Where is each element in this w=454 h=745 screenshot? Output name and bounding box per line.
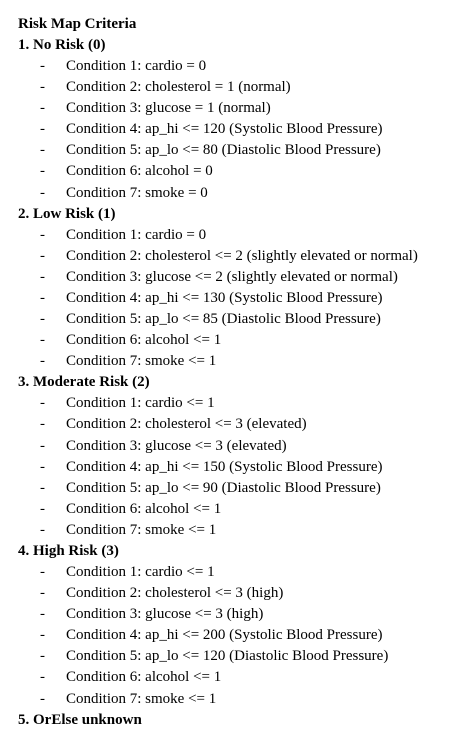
condition-text: Condition 6: alcohol <= 1 xyxy=(66,332,222,349)
bullet-dash: - xyxy=(40,648,45,665)
risk-level-heading: 2. Low Risk (1) xyxy=(18,205,116,222)
page-title: Risk Map Criteria xyxy=(18,16,137,32)
condition-text: Condition 1: cardio <= 1 xyxy=(66,395,215,412)
condition-item: - Condition 1: cardio = 0 xyxy=(18,225,448,246)
bullet-dash: - xyxy=(40,416,45,433)
bullet-dash: - xyxy=(40,690,45,707)
condition-item: - Condition 4: ap_hi <= 200 (Systolic Blo… xyxy=(18,625,448,646)
condition-text: Condition 1: cardio <= 1 xyxy=(66,563,215,580)
condition-text: Condition 7: smoke <= 1 xyxy=(66,690,217,707)
bullet-dash: - xyxy=(40,163,45,180)
condition-text: Condition 5: ap_lo <= 85 (Diastolic Bloo… xyxy=(66,311,381,328)
bullet-dash: - xyxy=(40,142,45,159)
bullet-dash: - xyxy=(40,627,45,644)
condition-item: - Condition 5: ap_lo <= 80 (Diastolic Blo… xyxy=(18,140,448,161)
condition-item: - Condition 7: smoke = 0 xyxy=(18,183,448,204)
condition-text: Condition 2: cholesterol <= 3 (elevated) xyxy=(66,416,307,433)
bullet-dash: - xyxy=(40,669,45,686)
bullet-dash: - xyxy=(40,289,45,306)
bullet-dash: - xyxy=(40,79,45,96)
condition-text: Condition 4: ap_hi <= 200 (Systolic Bloo… xyxy=(66,627,383,644)
condition-item: - Condition 5: ap_lo <= 85 (Diastolic Blo… xyxy=(18,309,448,330)
condition-item: - Condition 4: ap_hi <= 150 (Systolic Blo… xyxy=(18,457,448,478)
condition-item: - Condition 5: ap_lo <= 120 (Diastolic Bl… xyxy=(18,646,448,667)
condition-item: - Condition 2: cholesterol <= 2 (slightly… xyxy=(18,246,448,267)
condition-list: - Condition 1: cardio = 0 - Condition 2: c… xyxy=(18,225,448,373)
bullet-dash: - xyxy=(40,479,45,496)
condition-text: Condition 2: cholesterol = 1 (normal) xyxy=(66,79,291,96)
condition-list: - Condition 1: cardio = 0 - Condition 2: c… xyxy=(18,56,448,204)
risk-level-high-risk: 4. High Risk (3) - Condition 1: cardio <=… xyxy=(18,541,448,710)
condition-list: - Condition 1: cardio <= 1 - Condition 2: … xyxy=(18,562,448,710)
condition-item: - Condition 3: glucose <= 2 (slightly ele… xyxy=(18,267,448,288)
bullet-dash: - xyxy=(40,500,45,517)
condition-text: Condition 1: cardio = 0 xyxy=(66,58,207,74)
condition-text: Condition 6: alcohol <= 1 xyxy=(66,500,222,517)
condition-item: - Condition 1: cardio = 0 xyxy=(18,56,448,77)
bullet-dash: - xyxy=(40,332,45,349)
risk-level-moderate-risk: 3. Moderate Risk (2) - Condition 1: cardi… xyxy=(18,372,448,541)
condition-item: - Condition 7: smoke <= 1 xyxy=(18,351,448,372)
condition-text: Condition 1: cardio = 0 xyxy=(66,226,207,243)
bullet-dash: - xyxy=(40,58,45,74)
condition-text: Condition 2: cholesterol <= 3 (high) xyxy=(66,585,284,602)
bullet-dash: - xyxy=(40,184,45,201)
condition-text: Condition 3: glucose <= 2 (slightly elev… xyxy=(66,268,398,285)
condition-item: - Condition 4: ap_hi <= 130 (Systolic Blo… xyxy=(18,288,448,309)
risk-level-heading: 4. High Risk (3) xyxy=(18,542,119,559)
condition-text: Condition 3: glucose = 1 (normal) xyxy=(66,100,271,117)
condition-text: Condition 7: smoke = 0 xyxy=(66,184,208,201)
condition-item: - Condition 3: glucose = 1 (normal) xyxy=(18,98,448,119)
condition-text: Condition 5: ap_lo <= 120 (Diastolic Blo… xyxy=(66,648,389,665)
risk-level-heading: 3. Moderate Risk (2) xyxy=(18,374,150,391)
risk-level-heading: 1. No Risk (0) xyxy=(18,37,106,53)
bullet-dash: - xyxy=(40,226,45,243)
condition-item: - Condition 6: alcohol <= 1 xyxy=(18,667,448,688)
bullet-dash: - xyxy=(40,311,45,328)
bullet-dash: - xyxy=(40,521,45,538)
risk-level-no-risk: 1. No Risk (0) - Condition 1: cardio = 0 … xyxy=(18,35,448,204)
condition-text: Condition 7: smoke <= 1 xyxy=(66,521,217,538)
condition-item: - Condition 5: ap_lo <= 90 (Diastolic Blo… xyxy=(18,478,448,499)
risk-level-low-risk: 2. Low Risk (1) - Condition 1: cardio = 0… xyxy=(18,204,448,373)
condition-text: Condition 4: ap_hi <= 120 (Systolic Bloo… xyxy=(66,121,383,138)
condition-item: - Condition 1: cardio <= 1 xyxy=(18,393,448,414)
condition-item: - Condition 3: glucose <= 3 (high) xyxy=(18,604,448,625)
condition-item: - Condition 2: cholesterol <= 3 (elevated… xyxy=(18,414,448,435)
bullet-dash: - xyxy=(40,585,45,602)
condition-text: Condition 7: smoke <= 1 xyxy=(66,353,217,370)
final-heading: 5. OrElse unknown xyxy=(18,711,142,728)
condition-item: - Condition 4: ap_hi <= 120 (Systolic Blo… xyxy=(18,119,448,140)
condition-text: Condition 6: alcohol <= 1 xyxy=(66,669,222,686)
bullet-dash: - xyxy=(40,437,45,454)
condition-text: Condition 2: cholesterol <= 2 (slightly … xyxy=(66,247,418,264)
condition-item: - Condition 7: smoke <= 1 xyxy=(18,520,448,541)
condition-list: - Condition 1: cardio <= 1 - Condition 2: … xyxy=(18,393,448,541)
bullet-dash: - xyxy=(40,458,45,475)
condition-item: - Condition 3: glucose <= 3 (elevated) xyxy=(18,436,448,457)
condition-text: Condition 4: ap_hi <= 150 (Systolic Bloo… xyxy=(66,458,383,475)
condition-item: - Condition 1: cardio <= 1 xyxy=(18,562,448,583)
condition-item: - Condition 2: cholesterol <= 3 (high) xyxy=(18,583,448,604)
bullet-dash: - xyxy=(40,606,45,623)
condition-text: Condition 6: alcohol = 0 xyxy=(66,163,213,180)
bullet-dash: - xyxy=(40,268,45,285)
condition-text: Condition 4: ap_hi <= 130 (Systolic Bloo… xyxy=(66,289,383,306)
condition-item: - Condition 6: alcohol = 0 xyxy=(18,161,448,182)
condition-item: - Condition 6: alcohol <= 1 xyxy=(18,330,448,351)
document: Risk Map Criteria 1. No Risk (0) - Condit… xyxy=(18,14,448,731)
bullet-dash: - xyxy=(40,100,45,117)
bullet-dash: - xyxy=(40,563,45,580)
bullet-dash: - xyxy=(40,247,45,264)
bullet-dash: - xyxy=(40,395,45,412)
condition-text: Condition 5: ap_lo <= 90 (Diastolic Bloo… xyxy=(66,479,381,496)
condition-text: Condition 5: ap_lo <= 80 (Diastolic Bloo… xyxy=(66,142,381,159)
condition-item: - Condition 2: cholesterol = 1 (normal) xyxy=(18,77,448,98)
bullet-dash: - xyxy=(40,353,45,370)
bullet-dash: - xyxy=(40,121,45,138)
condition-text: Condition 3: glucose <= 3 (high) xyxy=(66,606,264,623)
condition-item: - Condition 6: alcohol <= 1 xyxy=(18,499,448,520)
condition-item: - Condition 7: smoke <= 1 xyxy=(18,689,448,710)
condition-text: Condition 3: glucose <= 3 (elevated) xyxy=(66,437,287,454)
